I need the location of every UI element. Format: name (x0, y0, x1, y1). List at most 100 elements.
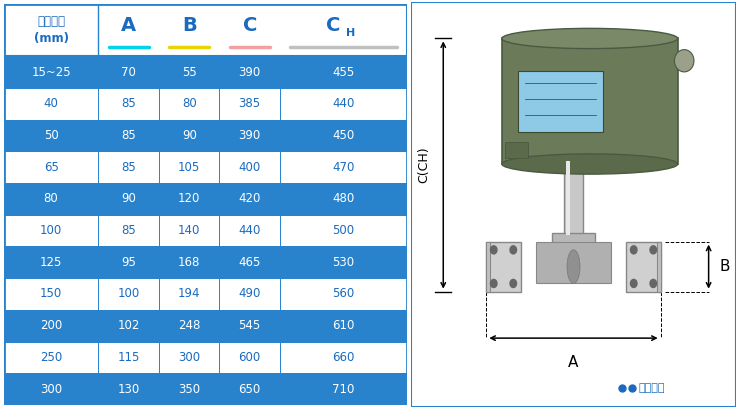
Text: 常规仪表: 常规仪表 (639, 382, 665, 393)
Text: 400: 400 (238, 161, 260, 174)
Ellipse shape (674, 49, 694, 72)
Circle shape (650, 246, 656, 254)
Text: C(CH): C(CH) (417, 147, 430, 183)
Text: 85: 85 (121, 129, 136, 142)
Bar (627, 242, 661, 292)
Text: A: A (121, 16, 136, 35)
Bar (4, 151, 407, 183)
Text: 70: 70 (121, 65, 136, 79)
Text: 455: 455 (332, 65, 354, 79)
Text: 80: 80 (182, 97, 197, 110)
Circle shape (510, 279, 517, 288)
Ellipse shape (502, 154, 678, 174)
Bar (4, 246, 407, 278)
Text: 600: 600 (238, 351, 260, 364)
Bar (486, 242, 521, 292)
Text: 480: 480 (332, 192, 354, 205)
Text: 80: 80 (44, 192, 58, 205)
Bar (4, 56, 407, 88)
Circle shape (630, 246, 637, 254)
Bar (552, 233, 595, 243)
Text: C: C (326, 16, 340, 35)
Text: A: A (568, 355, 579, 370)
Text: 85: 85 (121, 224, 136, 237)
Text: 530: 530 (332, 256, 354, 269)
Bar (566, 161, 570, 235)
Text: 450: 450 (332, 129, 354, 142)
Bar (4, 373, 407, 405)
Text: 470: 470 (332, 161, 354, 174)
Text: 300: 300 (178, 351, 201, 364)
Text: 95: 95 (121, 256, 136, 269)
Text: 545: 545 (238, 319, 260, 332)
Text: 130: 130 (118, 382, 140, 396)
Text: 560: 560 (332, 288, 354, 301)
Bar (4, 342, 407, 373)
Circle shape (491, 246, 497, 254)
Text: 500: 500 (332, 224, 354, 237)
Text: 168: 168 (178, 256, 201, 269)
Text: 420: 420 (238, 192, 261, 205)
Text: 115: 115 (118, 351, 140, 364)
Text: C: C (243, 16, 257, 35)
Text: 90: 90 (121, 192, 136, 205)
Bar (4, 119, 407, 151)
Circle shape (650, 279, 656, 288)
Text: 105: 105 (178, 161, 201, 174)
Text: H: H (346, 28, 355, 38)
Bar (536, 242, 611, 283)
Bar (656, 242, 661, 292)
Bar (502, 38, 678, 164)
Text: 465: 465 (238, 256, 261, 269)
Text: 650: 650 (238, 382, 260, 396)
Text: 390: 390 (238, 129, 260, 142)
Text: 248: 248 (178, 319, 201, 332)
Text: 仪表口径
(mm): 仪表口径 (mm) (33, 15, 69, 45)
Bar (518, 71, 603, 132)
Bar (4, 278, 407, 310)
Text: 385: 385 (239, 97, 260, 110)
Text: 40: 40 (44, 97, 58, 110)
Text: 710: 710 (332, 382, 354, 396)
Bar (505, 142, 528, 158)
Text: 15~25: 15~25 (31, 65, 71, 79)
Text: 102: 102 (118, 319, 140, 332)
Text: 300: 300 (40, 382, 62, 396)
Ellipse shape (502, 28, 678, 49)
Text: 194: 194 (178, 288, 201, 301)
Text: 120: 120 (178, 192, 201, 205)
Bar (486, 242, 491, 292)
Text: 610: 610 (332, 319, 354, 332)
Text: 100: 100 (118, 288, 140, 301)
Text: 125: 125 (40, 256, 62, 269)
Text: 85: 85 (121, 161, 136, 174)
Bar (4, 310, 407, 342)
Text: 200: 200 (40, 319, 62, 332)
Text: 55: 55 (182, 65, 197, 79)
Ellipse shape (567, 250, 580, 283)
Text: 50: 50 (44, 129, 58, 142)
Text: 150: 150 (40, 288, 62, 301)
Text: 660: 660 (332, 351, 354, 364)
Text: 440: 440 (332, 97, 354, 110)
Text: 85: 85 (121, 97, 136, 110)
Text: 350: 350 (178, 382, 201, 396)
Text: 100: 100 (40, 224, 62, 237)
Text: 65: 65 (44, 161, 58, 174)
Bar (4, 215, 407, 246)
Bar (4, 183, 407, 215)
Bar (4, 88, 407, 119)
Text: 490: 490 (238, 288, 261, 301)
Circle shape (491, 279, 497, 288)
Circle shape (630, 279, 637, 288)
Text: 90: 90 (182, 129, 197, 142)
Bar (4, 4, 407, 56)
Text: 390: 390 (238, 65, 260, 79)
Text: B: B (720, 259, 730, 274)
Circle shape (510, 246, 517, 254)
Text: 140: 140 (178, 224, 201, 237)
Text: 250: 250 (40, 351, 62, 364)
Text: B: B (182, 16, 197, 35)
Bar (565, 161, 582, 235)
Text: 440: 440 (238, 224, 261, 237)
